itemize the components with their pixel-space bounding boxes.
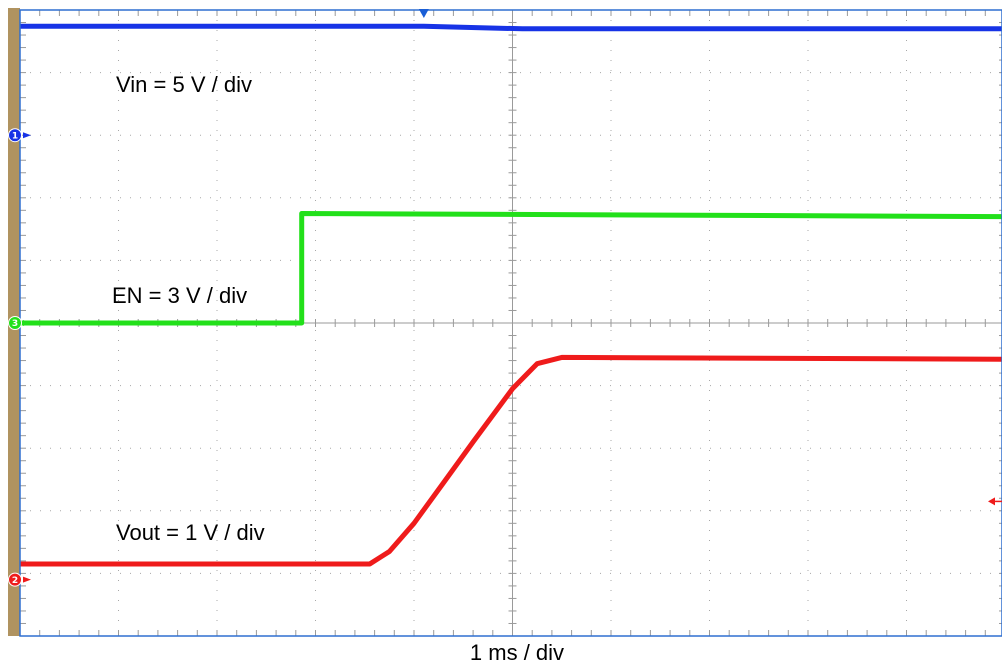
traces [20, 23, 1002, 567]
channel-markers: 1 3 2 [8, 9, 1002, 587]
channel-1-number: 1 [12, 131, 18, 141]
grid [19, 9, 1002, 637]
channel-2-arrow [23, 576, 31, 583]
trace-ch2 [20, 354, 1002, 567]
channel-3-arrow [23, 320, 31, 326]
trace-labels: Vin = 5 V / div EN = 3 V / div Vout = 1 V … [112, 72, 265, 545]
trace-label-ch2: Vout = 1 V / div [116, 520, 265, 545]
channel-2-number: 2 [12, 576, 18, 586]
channel-1-arrow [23, 132, 31, 139]
trace-ch3 [20, 211, 1002, 326]
channel-3-number: 3 [12, 319, 18, 329]
channel-1-ground-marker [8, 128, 22, 143]
trace-ch1 [20, 23, 1002, 32]
trace-label-ch1: Vin = 5 V / div [116, 72, 252, 97]
trigger-position-marker [418, 9, 429, 18]
channel-3-ground-marker [8, 316, 22, 330]
x-scale-label: 1 ms / div [470, 640, 564, 665]
channel-2-ground-marker [8, 572, 22, 587]
trace-label-ch3: EN = 3 V / div [112, 283, 247, 308]
channel-2-right-indicator [988, 497, 995, 506]
